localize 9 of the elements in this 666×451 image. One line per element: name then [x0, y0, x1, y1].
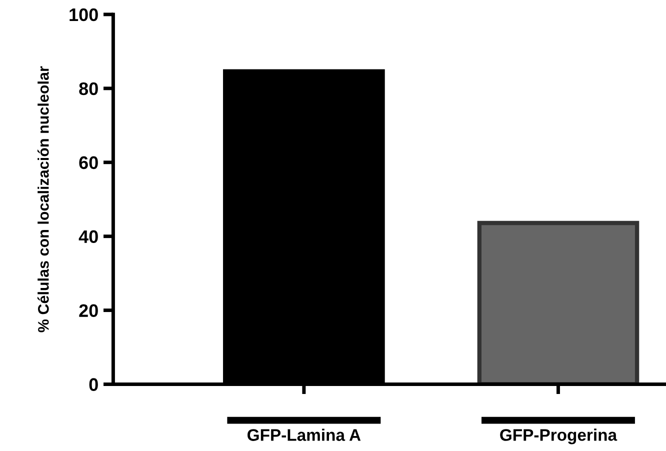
x-tick-label: GFP-Lamina A — [248, 428, 361, 441]
y-tick-label: 40 — [78, 230, 98, 244]
y-tick-label: 0 — [89, 378, 98, 391]
x-tick-label: GFP-Progerina — [500, 428, 618, 444]
y-tick-label: 60 — [79, 156, 98, 170]
y-tick-label: 80 — [79, 82, 98, 96]
y-tick-label: 100 — [70, 8, 98, 22]
y-tick-label: 20 — [79, 304, 98, 318]
y-axis-title: % Células con localización nucleolar — [37, 66, 49, 332]
